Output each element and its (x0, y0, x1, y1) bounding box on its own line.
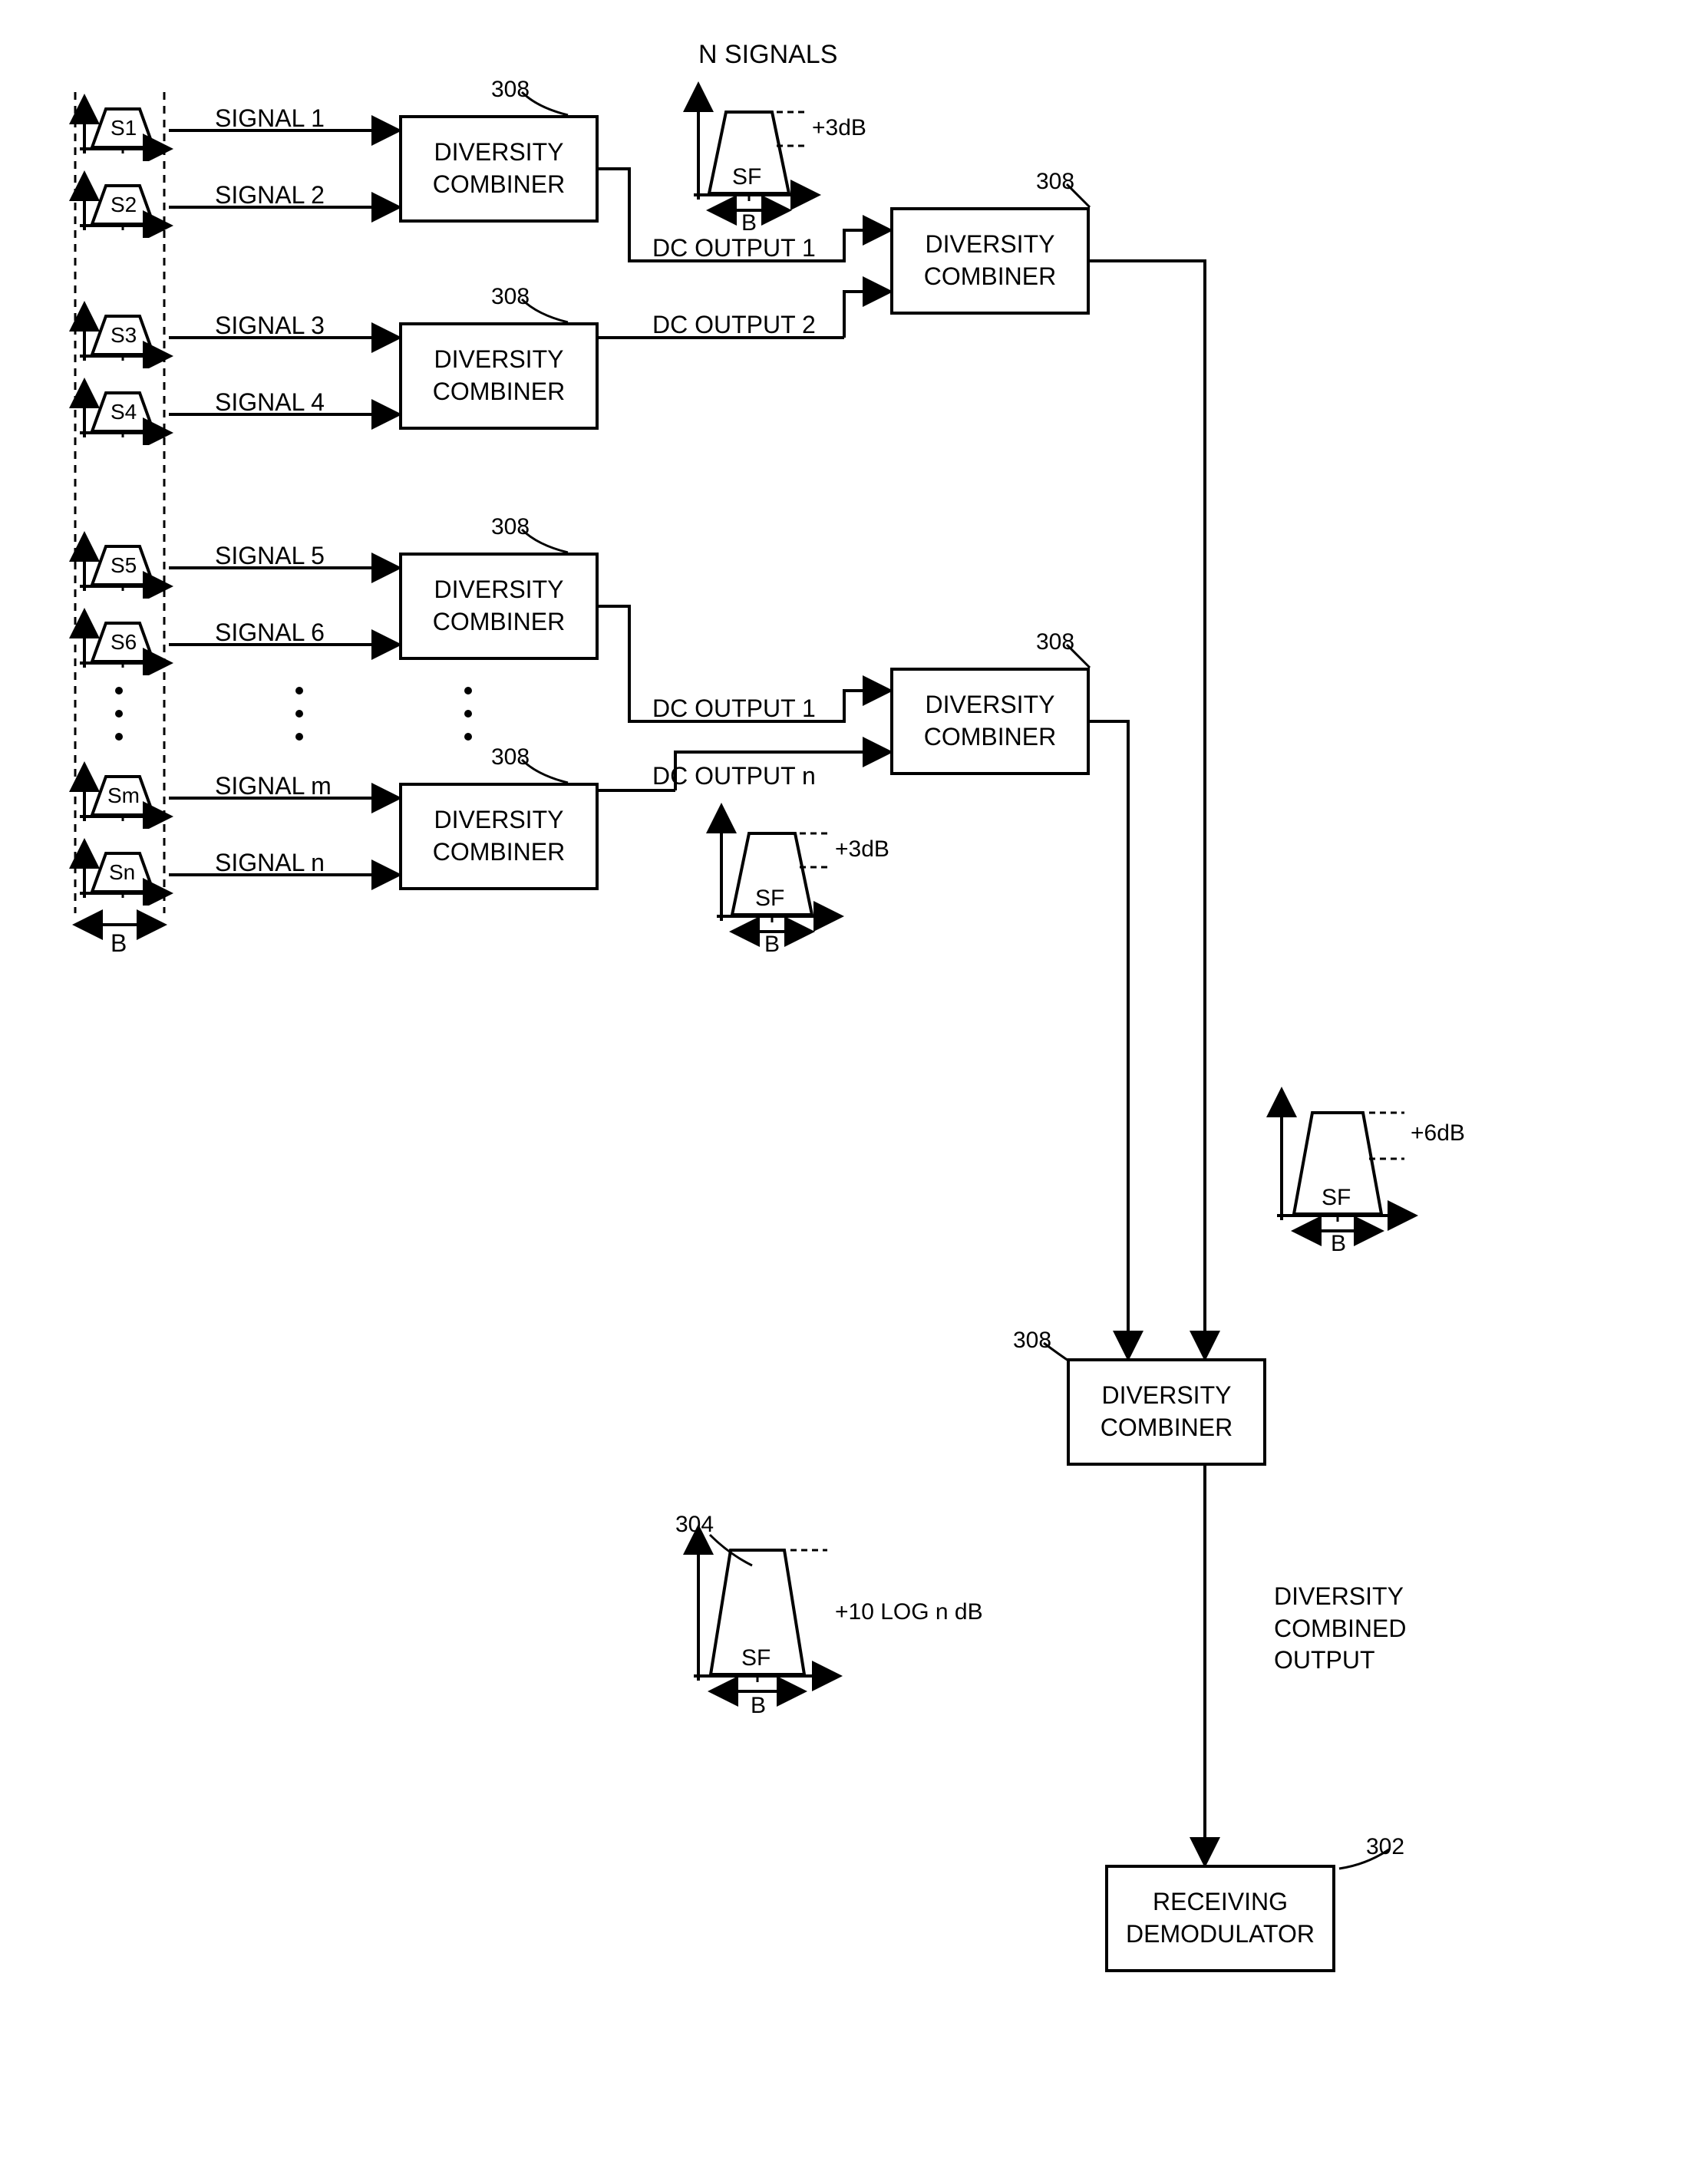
diversity-combiner-1: DIVERSITY COMBINER (399, 115, 599, 223)
signal-label-3: SIGNAL 3 (215, 312, 325, 340)
signal-label-6: SIGNAL 6 (215, 619, 325, 647)
svg-text:S5: S5 (111, 553, 137, 577)
svg-text:B: B (1331, 1231, 1346, 1251)
signal-label-5: SIGNAL 5 (215, 542, 325, 570)
signal-icon-s1: S1 (69, 92, 177, 165)
dc-output-2: DC OUTPUT 2 (652, 311, 816, 339)
signal-label-1: SIGNAL 1 (215, 104, 325, 133)
signal-icon-sn: Sn (69, 836, 177, 909)
spectrum-icon-sf2: SF +3dB B (698, 798, 913, 955)
svg-text:SF: SF (1322, 1185, 1351, 1210)
diversity-combiner-2: DIVERSITY COMBINER (399, 322, 599, 430)
signal-icon-s3: S3 (69, 299, 177, 372)
ref-308-1: 308 (491, 77, 530, 103)
svg-text:S1: S1 (111, 116, 137, 140)
dc-line2: COMBINER (433, 606, 565, 638)
diversity-combiner-5: DIVERSITY COMBINER (890, 207, 1090, 315)
svg-text:Sn: Sn (109, 860, 135, 884)
receiving-demodulator: RECEIVING DEMODULATOR (1105, 1865, 1335, 1972)
ref-308-7: 308 (1013, 1328, 1051, 1354)
demod-l1: RECEIVING (1153, 1886, 1288, 1918)
signal-label-m: SIGNAL m (215, 772, 332, 800)
svg-text:+3dB: +3dB (812, 115, 866, 140)
final-out-l1: DIVERSITY (1274, 1581, 1406, 1613)
dc-line1: DIVERSITY (926, 689, 1055, 721)
final-out-l2: COMBINED (1274, 1613, 1406, 1645)
svg-text:S4: S4 (111, 400, 137, 424)
dc-line2: COMBINER (924, 721, 1056, 754)
signal-icon-s4: S4 (69, 376, 177, 449)
svg-text:SF: SF (741, 1645, 771, 1671)
ref-308-5: 308 (1036, 169, 1074, 195)
svg-text:S3: S3 (111, 323, 137, 347)
spectrum-icon-sf4: SF +10 LOG n dB B (668, 1519, 1013, 1723)
svg-text:B: B (111, 929, 127, 957)
dc-line1: DIVERSITY (434, 137, 564, 169)
signal-icon-s5: S5 (69, 530, 177, 602)
svg-text:S2: S2 (111, 193, 137, 216)
ref-308-2: 308 (491, 284, 530, 310)
dc-line1: DIVERSITY (1102, 1380, 1232, 1412)
signal-icon-s6: S6 (69, 606, 177, 679)
dc-output-n: DC OUTPUT n (652, 762, 816, 790)
dc-line1: DIVERSITY (434, 344, 564, 376)
svg-text:Sm: Sm (107, 784, 140, 807)
signal-label-2: SIGNAL 2 (215, 181, 325, 209)
ref-304: 304 (675, 1512, 714, 1538)
final-output-label: DIVERSITY COMBINED OUTPUT (1274, 1581, 1406, 1677)
diversity-combiner-6: DIVERSITY COMBINER (890, 668, 1090, 775)
final-out-l3: OUTPUT (1274, 1645, 1406, 1677)
dc-output-1: DC OUTPUT 1 (652, 234, 816, 262)
ref-308-6: 308 (1036, 629, 1074, 655)
diversity-combiner-7: DIVERSITY COMBINER (1067, 1358, 1266, 1466)
diversity-combiner-3: DIVERSITY COMBINER (399, 553, 599, 660)
svg-text:B: B (751, 1693, 766, 1718)
svg-text:+10 LOG n dB: +10 LOG n dB (835, 1599, 983, 1625)
svg-text:SF: SF (755, 886, 784, 911)
dc-line2: COMBINER (433, 169, 565, 201)
ref-302: 302 (1366, 1834, 1404, 1860)
title-n-signals: N SIGNALS (698, 40, 837, 70)
signal-icon-sm: Sm (69, 760, 177, 833)
spectrum-icon-sf3: SF +6dB B (1259, 1082, 1489, 1255)
signal-label-n: SIGNAL n (215, 849, 325, 877)
diagram-root: N SIGNALS B (31, 31, 1652, 2153)
demod-l2: DEMODULATOR (1126, 1918, 1315, 1951)
signal-icon-s2: S2 (69, 169, 177, 242)
dc-line2: COMBINER (433, 836, 565, 869)
spectrum-icon-sf1: SF +3dB B (675, 77, 890, 234)
svg-text:+6dB: +6dB (1411, 1120, 1465, 1146)
svg-text:B: B (764, 932, 780, 952)
svg-text:SF: SF (732, 164, 761, 190)
svg-text:S6: S6 (111, 630, 137, 654)
svg-text:B: B (741, 210, 757, 230)
dc-line1: DIVERSITY (434, 804, 564, 836)
signal-label-4: SIGNAL 4 (215, 388, 325, 417)
diversity-combiner-4: DIVERSITY COMBINER (399, 783, 599, 890)
svg-text:+3dB: +3dB (835, 836, 889, 862)
dc-line2: COMBINER (433, 376, 565, 408)
dc-line1: DIVERSITY (926, 229, 1055, 261)
dc-line1: DIVERSITY (434, 574, 564, 606)
dc-line2: COMBINER (1101, 1412, 1233, 1444)
ref-308-3: 308 (491, 514, 530, 540)
ref-308-4: 308 (491, 744, 530, 770)
dc-line2: COMBINER (924, 261, 1056, 293)
dc-output-3: DC OUTPUT 1 (652, 694, 816, 723)
